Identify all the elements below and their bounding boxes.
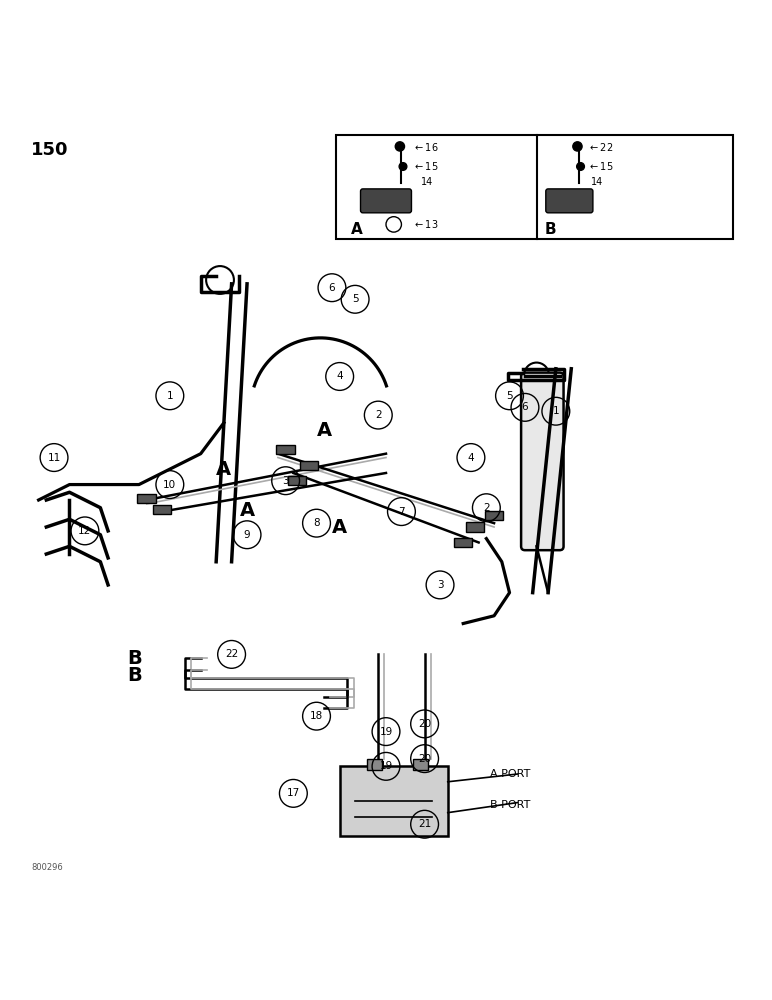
Circle shape: [399, 163, 407, 170]
Text: 6: 6: [522, 402, 528, 412]
Text: 9: 9: [244, 530, 250, 540]
Text: 2: 2: [375, 410, 381, 420]
Text: 17: 17: [286, 788, 300, 798]
Text: A: A: [332, 518, 347, 537]
Circle shape: [577, 163, 584, 170]
Bar: [336, 135, 733, 239]
Text: A: A: [351, 222, 363, 237]
Text: $\leftarrow$16: $\leftarrow$16: [413, 141, 438, 153]
Text: 2: 2: [483, 503, 489, 513]
Circle shape: [573, 142, 582, 151]
Text: 6: 6: [329, 283, 335, 293]
Bar: [300, 461, 318, 470]
Text: 7: 7: [398, 507, 405, 517]
Text: A: A: [239, 501, 255, 520]
Text: A PORT: A PORT: [490, 769, 530, 779]
FancyBboxPatch shape: [521, 373, 564, 550]
Text: 18: 18: [310, 711, 323, 721]
Text: 5: 5: [506, 391, 513, 401]
Text: 4: 4: [468, 453, 474, 463]
Bar: [466, 522, 484, 532]
FancyBboxPatch shape: [546, 189, 593, 213]
Text: 1: 1: [553, 406, 559, 416]
Bar: [288, 476, 306, 485]
Text: A: A: [317, 421, 332, 440]
Text: 800296: 800296: [31, 863, 63, 872]
FancyBboxPatch shape: [361, 189, 411, 213]
Text: 10: 10: [163, 480, 177, 490]
Text: 19: 19: [379, 727, 393, 737]
Text: 19: 19: [379, 761, 393, 771]
Text: A: A: [216, 460, 232, 479]
Bar: [454, 538, 472, 547]
Text: 150: 150: [31, 141, 69, 159]
Text: 22: 22: [225, 649, 239, 659]
Circle shape: [395, 142, 405, 151]
Text: $\leftarrow$13: $\leftarrow$13: [413, 218, 438, 230]
Text: 5: 5: [352, 294, 358, 304]
Text: 20: 20: [418, 719, 432, 729]
Text: B: B: [127, 666, 143, 685]
Text: B: B: [127, 649, 143, 668]
Text: 14: 14: [421, 177, 433, 187]
Text: 4: 4: [337, 371, 343, 381]
Bar: [367, 759, 382, 770]
Bar: [276, 445, 295, 454]
Text: 8: 8: [313, 518, 320, 528]
Bar: [485, 511, 503, 520]
Bar: [153, 505, 171, 514]
Text: $\leftarrow$15: $\leftarrow$15: [588, 160, 614, 172]
Bar: [413, 759, 428, 770]
Text: 20: 20: [418, 754, 432, 764]
Text: B: B: [544, 222, 556, 237]
Text: 14: 14: [591, 177, 603, 187]
Text: 1: 1: [167, 391, 173, 401]
Text: $\leftarrow$22: $\leftarrow$22: [588, 141, 614, 153]
Bar: [340, 766, 448, 836]
Text: $\leftarrow$15: $\leftarrow$15: [413, 160, 438, 172]
Text: 3: 3: [283, 476, 289, 486]
Text: 21: 21: [418, 819, 432, 829]
Text: 3: 3: [437, 580, 443, 590]
Text: 11: 11: [47, 453, 61, 463]
Bar: [137, 494, 156, 503]
Text: 12: 12: [78, 526, 92, 536]
Text: B PORT: B PORT: [490, 800, 530, 810]
